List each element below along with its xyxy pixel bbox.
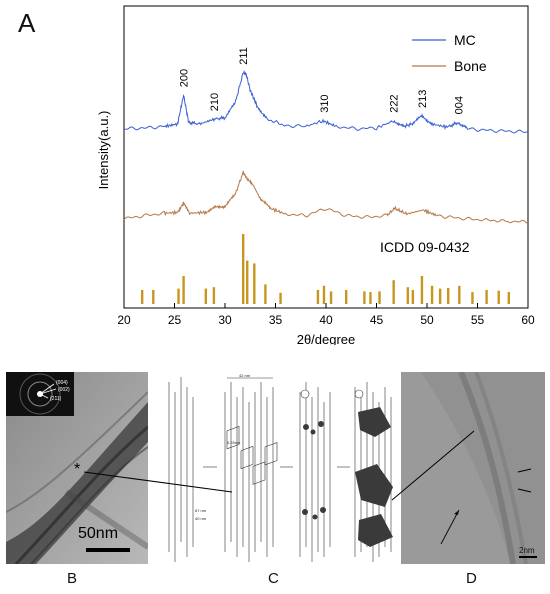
panel-b-letter: B: [67, 570, 78, 587]
reference-bar: [316, 290, 320, 304]
dim-label-40nm: 40 nm: [195, 516, 207, 521]
reference-bar: [264, 284, 267, 304]
reference-bar: [471, 292, 474, 304]
reference-bar: [378, 291, 381, 304]
reference-bar: [279, 292, 282, 304]
reference-bar: [152, 290, 155, 304]
reference-label: ICDD 09-0432: [380, 239, 470, 255]
x-tick-label: 40: [319, 313, 333, 327]
series-line-bone: [123, 170, 529, 224]
reference-bar: [406, 287, 410, 304]
reference-bar: [458, 285, 461, 304]
dim-label-024nm: 0.24nm: [227, 440, 241, 445]
panel-c-letter: C: [268, 570, 279, 587]
saed-label-211: (211): [50, 396, 62, 402]
schematic-c: 42 nm 0.24nm 67 nm 40 nm: [168, 373, 393, 562]
reference-bar: [420, 276, 424, 304]
plot-frame: [123, 5, 529, 309]
tem-image-b: (004) (002) (211) * 50nm: [6, 372, 148, 564]
peak-label-213: 213: [417, 90, 429, 108]
xrd-chart: 20 25 30 35 40 45 50 55 60 2θ/degree Intensity(a.u…: [96, 5, 535, 345]
reference-bar: [204, 288, 208, 304]
x-tick-label: 50: [420, 313, 434, 327]
reference-bar: [253, 263, 256, 304]
x-tick-label: 30: [218, 313, 232, 327]
reference-bar: [392, 280, 395, 304]
scalebar-d: [519, 556, 537, 558]
reference-bar: [345, 290, 348, 304]
reference-bar: [182, 276, 185, 304]
reference-bar: [329, 291, 333, 304]
reference-bar: [485, 290, 488, 304]
x-tick-label: 25: [168, 313, 182, 327]
reference-bar: [430, 285, 434, 304]
reference-bar: [369, 292, 372, 304]
reference-bar: [322, 285, 326, 304]
tem-b-drawing: (004) (002) (211) *: [6, 372, 148, 564]
hrtem-d-drawing: [401, 372, 545, 564]
reference-bar: [246, 260, 249, 304]
legend-label-mc: MC: [454, 32, 476, 48]
reference-bar: [438, 288, 442, 304]
x-tick-label: 60: [521, 313, 535, 327]
x-tick-label: 20: [117, 313, 131, 327]
peak-label-200: 200: [179, 69, 191, 87]
hrtem-image-d: 2nm: [401, 372, 545, 564]
reference-bar: [497, 290, 500, 304]
reference-bar: [241, 234, 245, 304]
reference-bar: [447, 287, 450, 304]
legend-label-bone: Bone: [454, 58, 487, 74]
reference-bar: [411, 290, 415, 304]
panel-d-letter: D: [466, 570, 477, 587]
peak-label-004: 004: [453, 96, 465, 114]
peak-label-310: 310: [319, 94, 331, 112]
scalebar-d-label: 2nm: [519, 546, 535, 555]
x-axis-label: 2θ/degree: [297, 332, 356, 345]
reference-bar: [212, 287, 216, 304]
x-tick-label: 45: [370, 313, 384, 327]
panel-a-letter: A: [18, 8, 36, 38]
dim-label-42nm: 42 nm: [239, 373, 251, 378]
y-axis-label: Intensity(a.u.): [96, 111, 111, 190]
scalebar-b-label: 50nm: [78, 525, 119, 542]
reference-bar: [507, 292, 511, 304]
x-tick-label: 55: [471, 313, 485, 327]
reference-bar: [363, 291, 366, 304]
dim-label-67nm: 67 nm: [195, 508, 207, 513]
saed-label-002: (002): [58, 387, 70, 393]
peak-label-210: 210: [209, 93, 221, 111]
peak-label-222: 222: [389, 94, 401, 112]
series-line-mc: [123, 69, 528, 134]
peak-label-211: 211: [238, 47, 250, 65]
saed-label-004: (004): [56, 380, 68, 386]
asterisk-marker: *: [74, 461, 80, 478]
scalebar-b: [86, 548, 130, 552]
plot-area: 20 25 30 35 40 45 50 55 60 2θ/degree Intensity(a.u…: [96, 5, 535, 345]
reference-bar: [177, 288, 180, 304]
reference-bar: [140, 290, 144, 304]
x-tick-label: 35: [269, 313, 283, 327]
